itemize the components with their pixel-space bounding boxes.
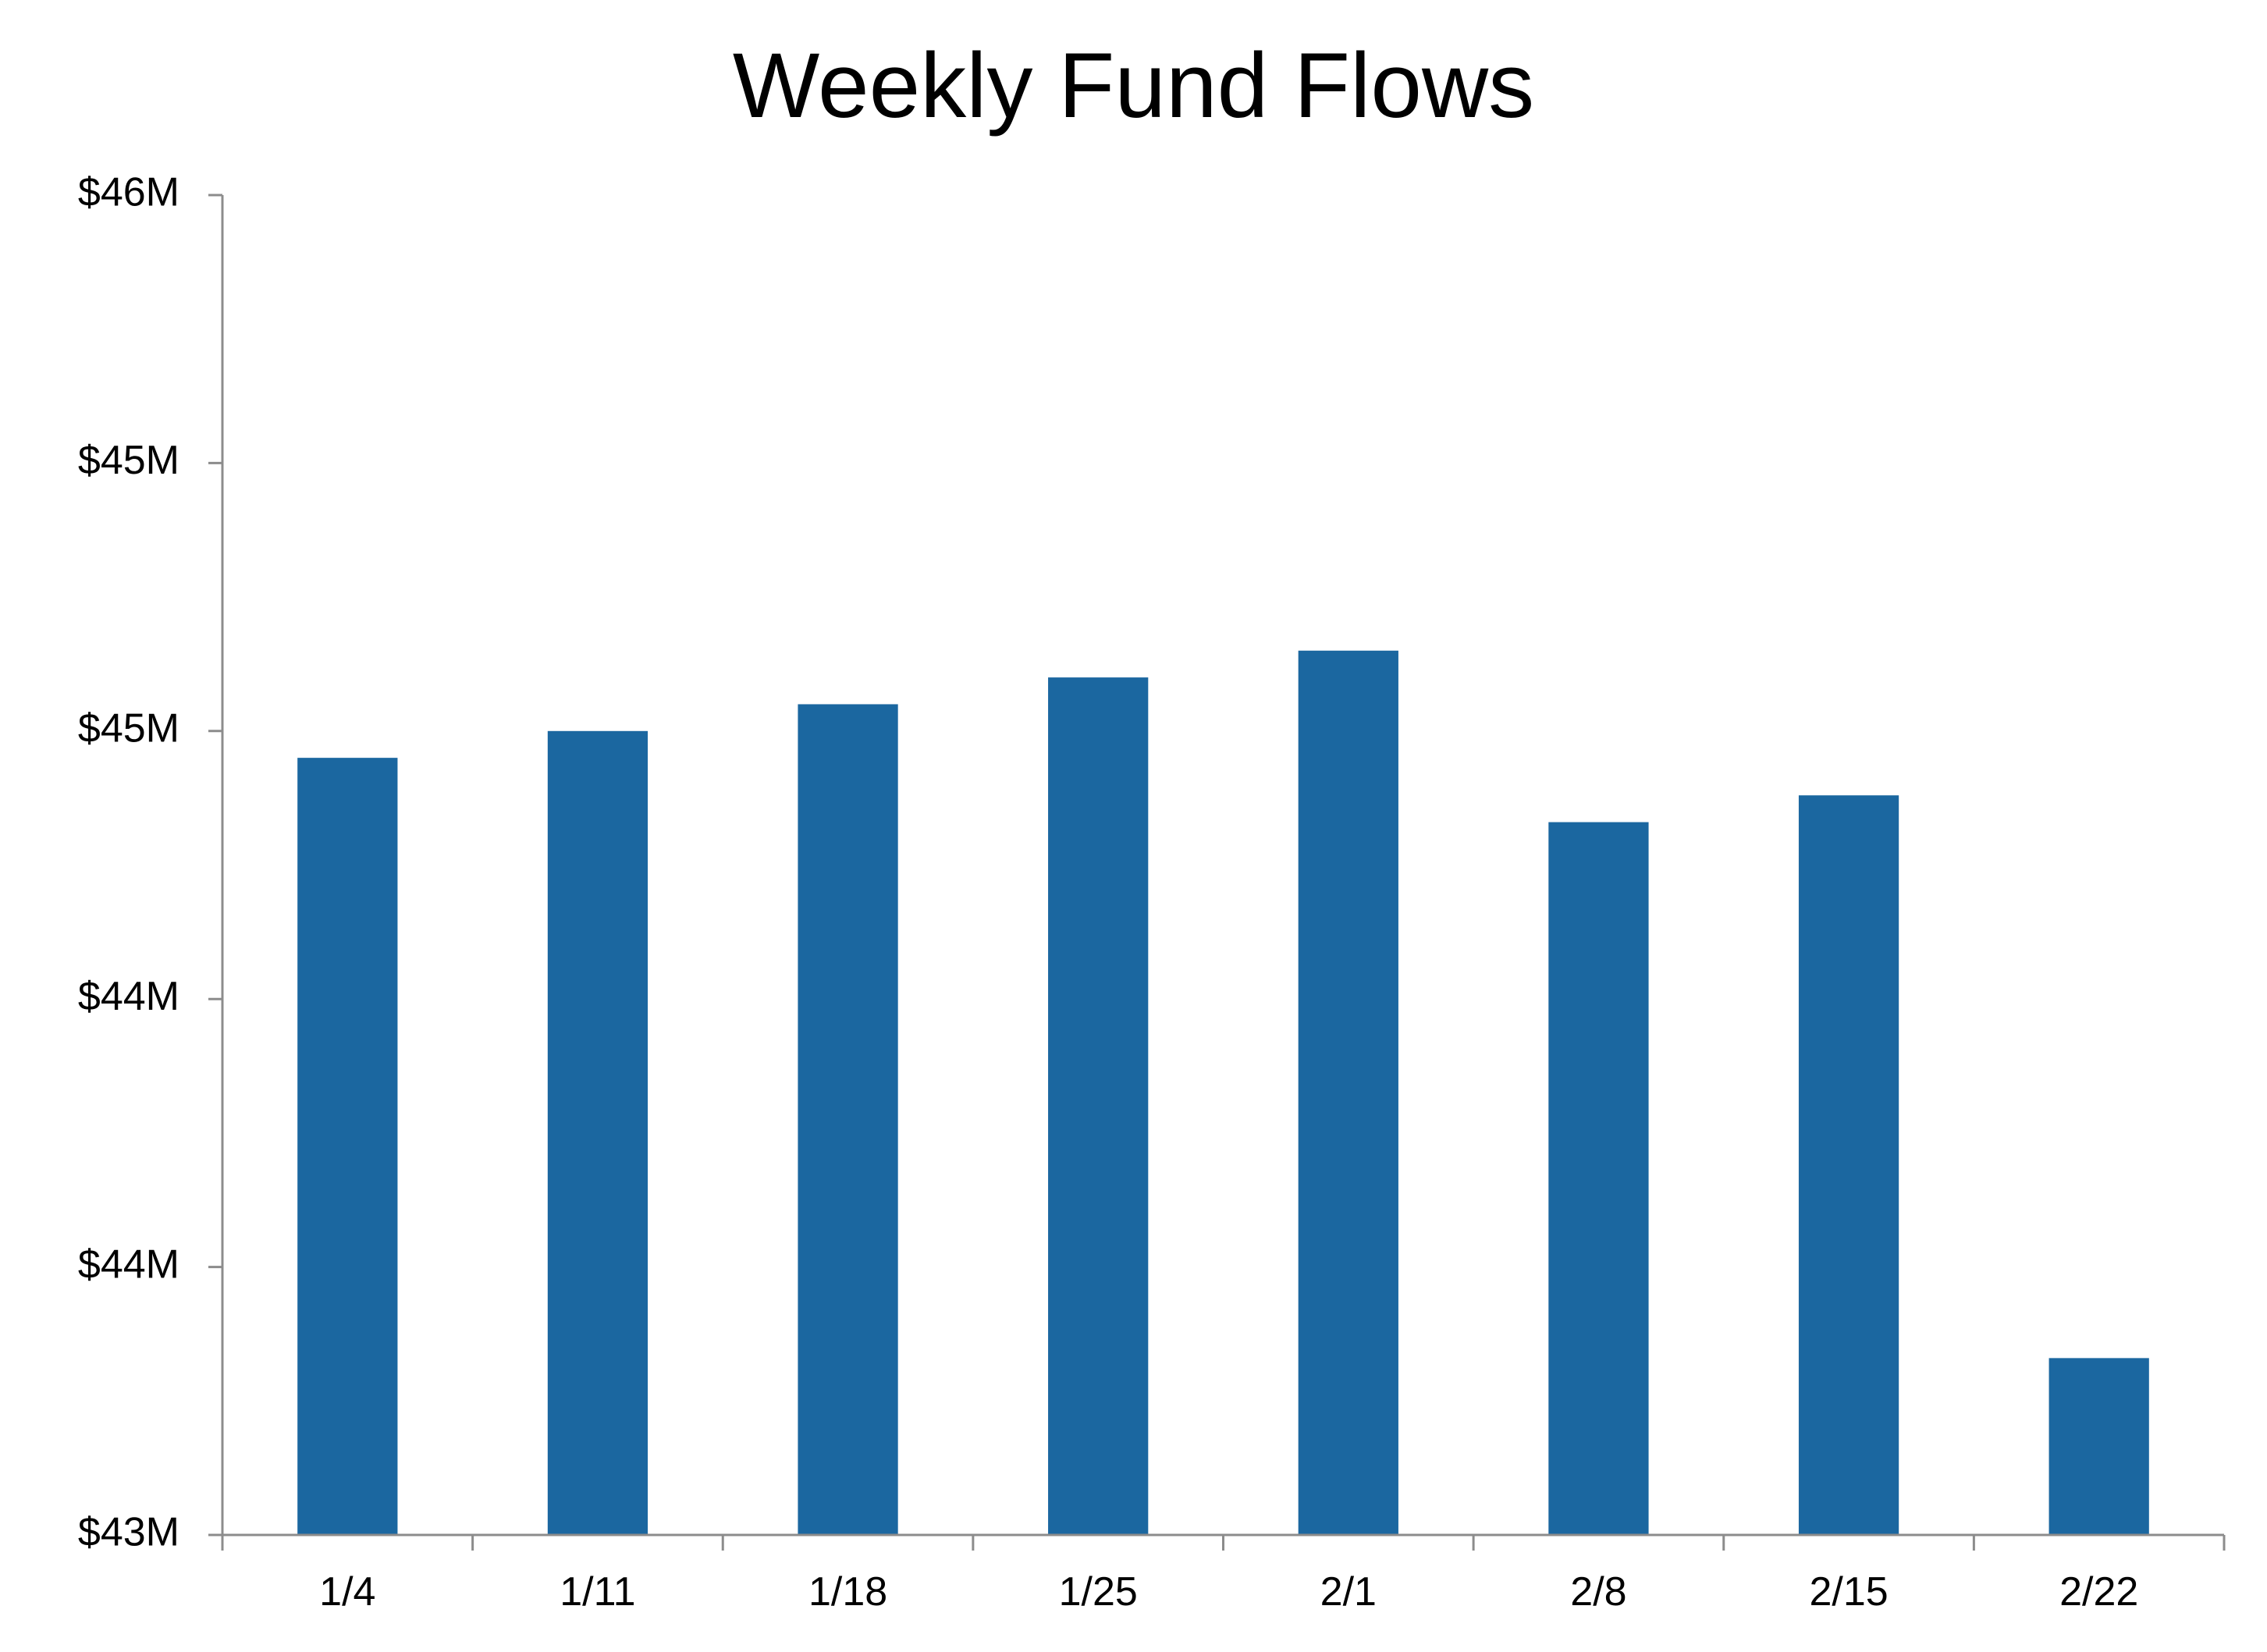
x-tick-label: 2/22 — [2059, 1569, 2138, 1615]
y-tick-label: $43M — [78, 1510, 179, 1555]
x-tick-label: 1/18 — [808, 1569, 887, 1615]
bar-1-4 — [297, 758, 398, 1535]
bars-layer — [297, 650, 2149, 1536]
y-tick-label: $44M — [78, 1242, 179, 1287]
x-tick-label: 2/8 — [1570, 1569, 1626, 1615]
axes-layer — [208, 194, 2226, 1551]
x-tick-label: 1/25 — [1059, 1569, 1138, 1615]
x-tick-label: 2/1 — [1320, 1569, 1377, 1615]
y-tick-label: $46M — [78, 170, 179, 215]
x-tick-label: 1/4 — [319, 1569, 375, 1615]
chart-title: Weekly Fund Flows — [732, 34, 1535, 137]
bar-2-22 — [2048, 1358, 2149, 1535]
labels-layer: $43M $44M $44M $45M $45M $46M 1/4 1/11 1/18 1/25 2… — [78, 170, 2138, 1615]
bar-2-1 — [1298, 650, 1398, 1535]
y-tick-label: $45M — [78, 438, 179, 483]
x-tick-label: 2/15 — [1809, 1569, 1888, 1615]
bar-1-11 — [547, 730, 648, 1535]
bar-1-18 — [798, 704, 898, 1536]
y-tick-label: $44M — [78, 974, 179, 1019]
bar-2-15 — [1798, 795, 1899, 1535]
y-tick-label: $45M — [78, 706, 179, 751]
bar-1-25 — [1048, 677, 1149, 1535]
bar-2-8 — [1548, 822, 1649, 1535]
x-tick-label: 1/11 — [560, 1569, 635, 1615]
